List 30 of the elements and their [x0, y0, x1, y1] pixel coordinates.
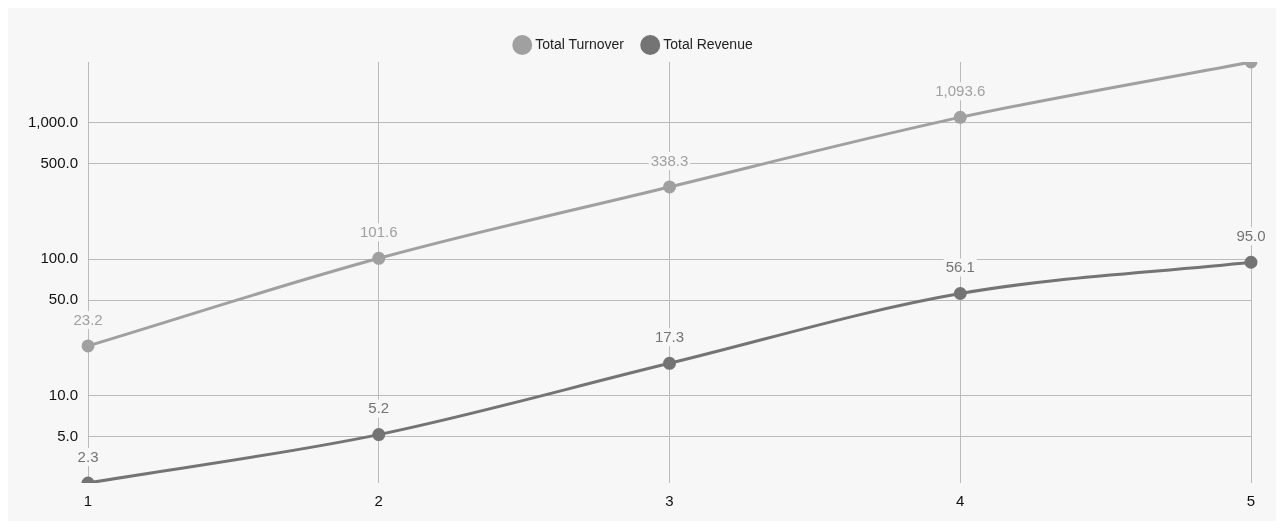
y-tick-label: 100.0 [40, 249, 79, 267]
y-tick-label: 1,000.0 [28, 112, 79, 130]
data-label: 1,093.6 [935, 81, 986, 99]
y-tick-label: 5.0 [57, 427, 79, 445]
point [372, 251, 386, 265]
point [953, 287, 967, 301]
data-label: 338.3 [650, 151, 689, 169]
point [1244, 255, 1258, 269]
legend-label: Total Turnover [535, 35, 625, 52]
point [663, 180, 677, 194]
point [81, 339, 95, 353]
data-label: 101.6 [360, 222, 398, 240]
data-label: 95.0 [1236, 226, 1266, 244]
y-tick-label: 500.0 [40, 153, 79, 171]
data-label: 56.1 [945, 258, 975, 276]
data-label: 2.3 [77, 447, 99, 465]
x-tick-label: 2 [374, 492, 383, 510]
data-label: 17.3 [654, 327, 685, 345]
data-label: 23.2 [73, 310, 103, 328]
point [663, 356, 677, 370]
data-label: 5.2 [368, 399, 390, 417]
x-tick-label: 3 [665, 492, 674, 510]
point [953, 110, 967, 124]
y-tick-label: 50.0 [48, 290, 79, 308]
x-tick-label: 1 [83, 492, 93, 510]
y-tick-label: 10.0 [48, 385, 79, 403]
x-tick-label: 4 [956, 492, 965, 510]
x-tick-label: 5 [1246, 492, 1256, 510]
point [372, 428, 386, 442]
legend-label: Total Revenue [663, 35, 753, 52]
